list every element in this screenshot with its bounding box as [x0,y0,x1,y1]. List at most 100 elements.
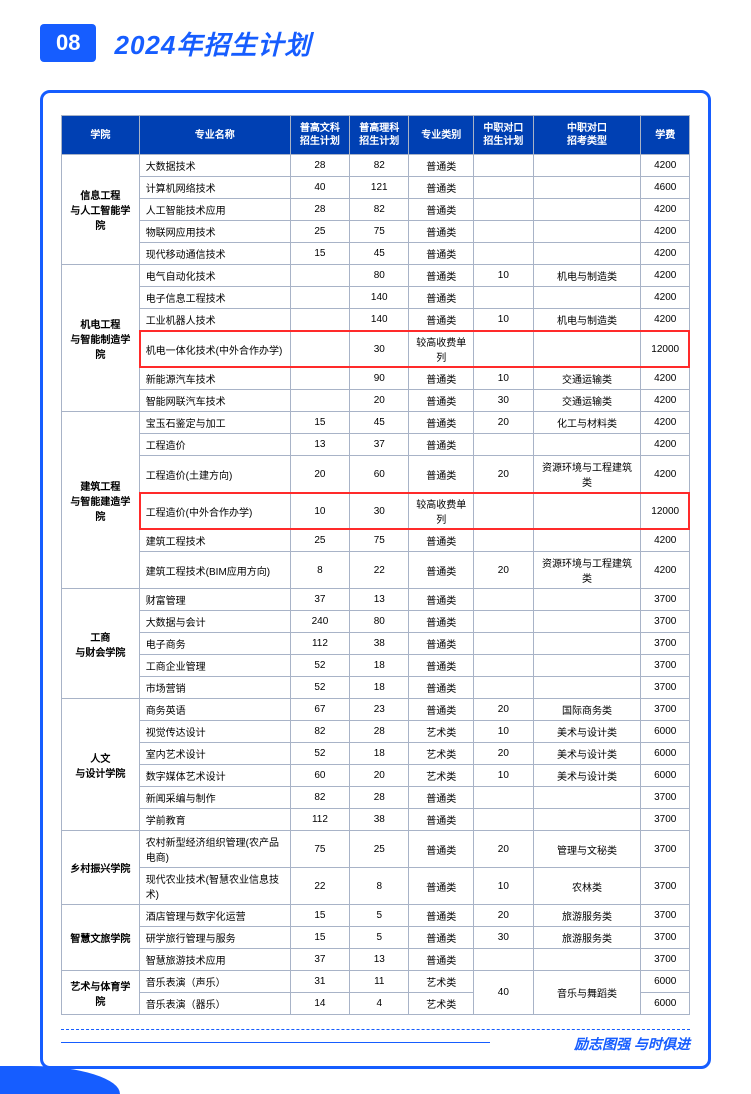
data-cell: 37 [290,589,349,611]
major-cell: 电子商务 [139,633,290,655]
data-cell: 资源环境与工程建筑类 [533,456,641,493]
data-cell: 28 [350,721,409,743]
data-cell: 140 [350,287,409,309]
data-cell: 普通类 [409,368,474,390]
th-liberal: 普高文科招生计划 [290,116,349,155]
data-cell: 普通类 [409,221,474,243]
data-cell: 10 [474,265,533,287]
data-cell: 美术与设计类 [533,743,641,765]
tuition-cell: 3700 [641,677,690,699]
data-cell: 28 [290,199,349,221]
major-cell: 建筑工程技术 [139,530,290,552]
tuition-cell: 3700 [641,787,690,809]
tuition-cell: 3700 [641,905,690,927]
data-cell: 37 [350,434,409,456]
data-cell: 112 [290,809,349,831]
data-cell: 普通类 [409,177,474,199]
tuition-cell: 4200 [641,552,690,589]
data-cell [474,287,533,309]
page-title: 2024年招生计划 [114,25,311,62]
major-cell: 视觉传达设计 [139,721,290,743]
tuition-cell: 4200 [641,287,690,309]
data-cell: 82 [350,199,409,221]
tuition-cell: 12000 [641,331,690,368]
data-cell: 艺术类 [409,765,474,787]
major-cell: 人工智能技术应用 [139,199,290,221]
section-badge: 08 [40,24,96,62]
major-cell: 大数据技术 [139,155,290,177]
data-cell: 普通类 [409,265,474,287]
data-cell: 交通运输类 [533,368,641,390]
data-cell: 普通类 [409,633,474,655]
tuition-cell: 4200 [641,434,690,456]
data-cell: 机电与制造类 [533,309,641,331]
data-cell [290,368,349,390]
data-cell: 11 [350,971,409,993]
major-cell: 商务英语 [139,699,290,721]
page-header: 08 2024年招生计划 [0,0,751,80]
data-cell: 31 [290,971,349,993]
data-cell: 67 [290,699,349,721]
major-cell: 现代移动通信技术 [139,243,290,265]
major-cell: 现代农业技术(智慧农业信息技术) [139,868,290,905]
tuition-cell: 4200 [641,368,690,390]
major-cell: 大数据与会计 [139,611,290,633]
tuition-cell: 3700 [641,949,690,971]
data-cell [474,199,533,221]
data-cell: 30 [350,331,409,368]
tuition-cell: 4200 [641,221,690,243]
data-cell [474,677,533,699]
data-cell: 20 [474,905,533,927]
major-cell: 机电一体化技术(中外合作办学) [139,331,290,368]
data-cell: 20 [474,743,533,765]
data-cell: 10 [474,765,533,787]
data-cell: 普通类 [409,927,474,949]
data-cell: 52 [290,743,349,765]
data-cell: 普通类 [409,905,474,927]
data-cell: 普通类 [409,287,474,309]
tuition-cell: 4200 [641,199,690,221]
data-cell: 45 [350,243,409,265]
data-cell: 普通类 [409,868,474,905]
college-cell: 乡村振兴学院 [62,831,140,905]
college-cell: 智慧文旅学院 [62,905,140,971]
tuition-cell: 6000 [641,765,690,787]
tuition-cell: 4200 [641,390,690,412]
data-cell: 普通类 [409,434,474,456]
data-cell [474,177,533,199]
tuition-cell: 6000 [641,993,690,1015]
data-cell [533,809,641,831]
data-cell: 22 [350,552,409,589]
data-cell: 普通类 [409,243,474,265]
data-cell [290,287,349,309]
major-cell: 工程造价(中外合作办学) [139,493,290,530]
data-cell [533,493,641,530]
data-cell: 10 [474,868,533,905]
data-cell: 普通类 [409,309,474,331]
tuition-cell: 3700 [641,633,690,655]
data-cell: 60 [290,765,349,787]
data-cell: 13 [350,949,409,971]
data-cell: 28 [290,155,349,177]
major-cell: 智慧旅游技术应用 [139,949,290,971]
tuition-cell: 4200 [641,456,690,493]
data-cell [474,611,533,633]
data-cell: 25 [350,831,409,868]
major-cell: 学前教育 [139,809,290,831]
data-cell: 30 [350,493,409,530]
major-cell: 工程造价 [139,434,290,456]
data-cell [533,611,641,633]
data-cell: 60 [350,456,409,493]
tuition-cell: 4200 [641,530,690,552]
data-cell: 112 [290,633,349,655]
data-cell [533,530,641,552]
data-cell: 普通类 [409,809,474,831]
tuition-cell: 3700 [641,868,690,905]
major-cell: 农村新型经济组织管理(农产品电商) [139,831,290,868]
data-cell: 美术与设计类 [533,721,641,743]
th-major: 专业名称 [139,116,290,155]
major-cell: 酒店管理与数字化运营 [139,905,290,927]
college-cell: 建筑工程与智能建造学院 [62,412,140,589]
data-cell: 90 [350,368,409,390]
data-cell: 普通类 [409,530,474,552]
